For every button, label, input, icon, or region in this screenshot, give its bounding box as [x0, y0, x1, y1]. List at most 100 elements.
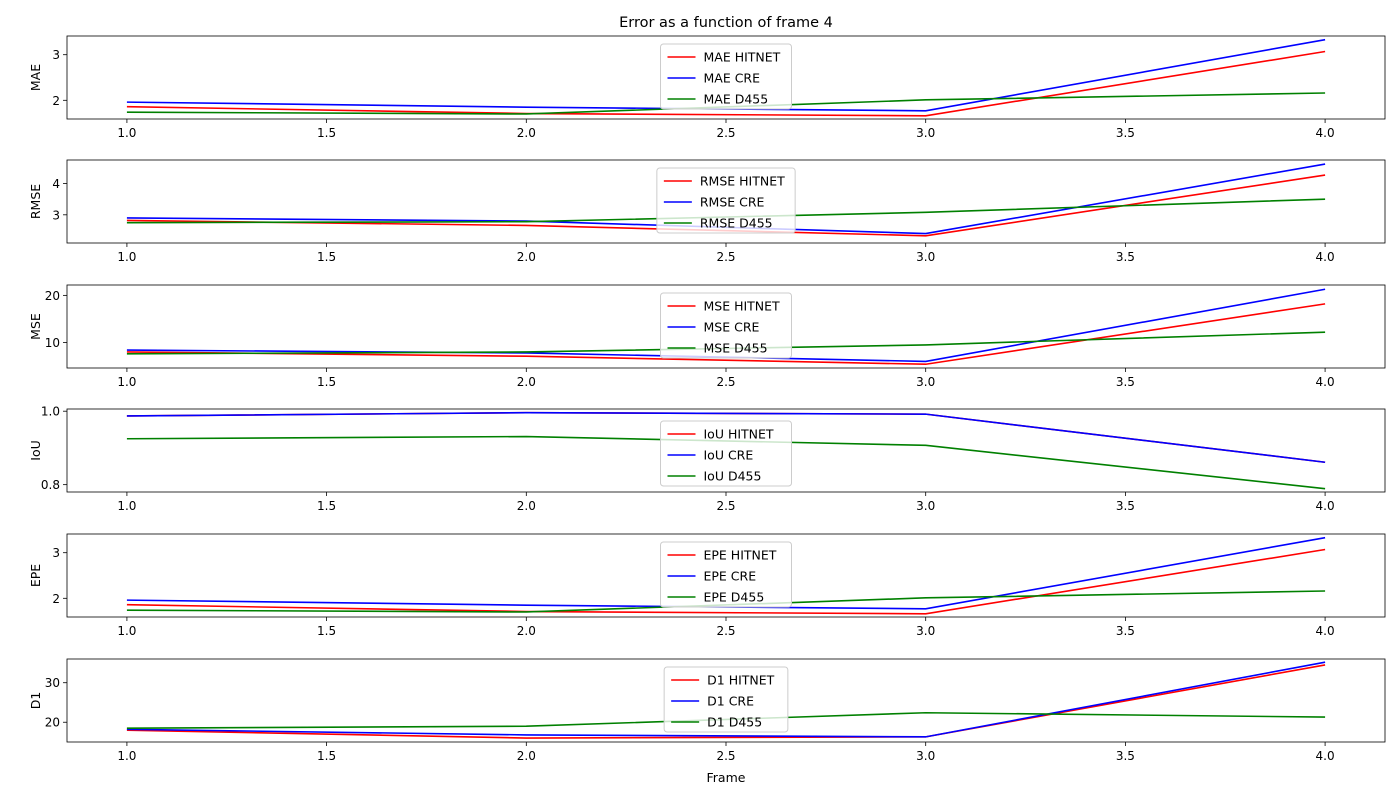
x-tick-label: 3.5: [1116, 375, 1135, 389]
series-line-iou-cre: [126, 411, 1326, 464]
x-tick-label: 2.0: [517, 749, 536, 763]
x-tick-label: 1.0: [117, 624, 136, 638]
legend-label: RMSE D455: [700, 216, 773, 231]
x-tick-label: 1.5: [317, 624, 336, 638]
y-axis-label: IoU: [28, 440, 43, 460]
x-tick-label: 1.0: [117, 375, 136, 389]
x-tick-label: 3.5: [1116, 499, 1135, 513]
x-tick-label: 3.5: [1116, 624, 1135, 638]
legend-label: D1 D455: [707, 715, 762, 730]
x-tick-label: 3.0: [916, 375, 935, 389]
legend-box: [660, 541, 792, 608]
legend-box: [660, 43, 792, 110]
x-tick-label: 2.5: [716, 375, 735, 389]
x-tick-label: 1.0: [117, 499, 136, 513]
legend-label: MAE CRE: [704, 71, 761, 86]
legend-label: MAE HITNET: [704, 50, 781, 65]
axes-frame: [66, 284, 1386, 369]
legend-label: RMSE HITNET: [700, 174, 785, 189]
legend-label: MSE HITNET: [704, 299, 781, 314]
legend-box: [660, 420, 792, 487]
x-tick-label: 1.0: [117, 126, 136, 140]
x-tick-label: 3.0: [916, 126, 935, 140]
legend-label: MSE CRE: [704, 320, 760, 335]
series-line-d1-hitnet: [126, 664, 1326, 739]
axes-frame: [66, 408, 1386, 493]
y-axis-label: D1: [28, 692, 43, 710]
y-tick-label: 20: [45, 289, 60, 303]
legend: IoU HITNET IoU CRE IoU D455: [660, 420, 792, 487]
y-tick-label: 20: [45, 716, 60, 730]
legend-label: IoU HITNET: [704, 427, 774, 442]
x-tick-label: 3.5: [1116, 126, 1135, 140]
x-tick-label: 2.0: [517, 499, 536, 513]
legend-label: D1 HITNET: [707, 673, 775, 688]
legend-label: MSE D455: [704, 341, 768, 356]
y-tick-label: 3: [52, 546, 60, 560]
y-axis-label: RMSE: [28, 184, 43, 219]
x-tick-label: 2.5: [716, 250, 735, 264]
x-tick-label: 1.5: [317, 250, 336, 264]
x-tick-label: 4.0: [1316, 126, 1335, 140]
legend-label: IoU CRE: [704, 448, 754, 463]
series-line-mse-hitnet: [126, 303, 1326, 366]
x-tick-label: 4.0: [1316, 375, 1335, 389]
x-tick-label: 3.0: [916, 749, 935, 763]
y-tick-label: 3: [52, 208, 60, 222]
subplots: 1.0 1.5 2.0 2.5 3.0 3.5 4.0 2 3 MAE MAE HITNET MAE …: [28, 35, 1386, 763]
y-axis-label: MAE: [28, 64, 43, 91]
x-tick-label: 4.0: [1316, 499, 1335, 513]
x-tick-label: 1.5: [317, 126, 336, 140]
x-tick-label: 1.0: [117, 250, 136, 264]
x-tick-label: 2.5: [716, 749, 735, 763]
legend-label: D1 CRE: [707, 694, 754, 709]
x-tick-label: 2.5: [716, 499, 735, 513]
legend: RMSE HITNET RMSE CRE RMSE D455: [656, 167, 796, 234]
subplot-iou: 1.0 1.5 2.0 2.5 3.0 3.5 4.0 0.8 1.0 IoU IoU HITNET…: [28, 405, 1386, 513]
x-tick-label: 4.0: [1316, 624, 1335, 638]
series-line-d1-cre: [126, 661, 1326, 738]
y-tick-label: 0.8: [41, 478, 60, 492]
y-axis-label: MSE: [28, 313, 43, 340]
legend-box: [663, 666, 789, 733]
x-tick-label: 2.0: [517, 375, 536, 389]
legend: MSE HITNET MSE CRE MSE D455: [660, 292, 792, 359]
axes-frame: [66, 159, 1386, 244]
series-line-mae-hitnet: [126, 50, 1326, 117]
axes-frame: [66, 533, 1386, 618]
legend-box: [656, 167, 796, 234]
x-tick-label: 2.5: [716, 624, 735, 638]
x-tick-label: 2.0: [517, 250, 536, 264]
y-tick-label: 4: [52, 177, 60, 191]
x-tick-label: 2.0: [517, 624, 536, 638]
y-tick-label: 2: [52, 94, 60, 108]
axes-frame: [66, 35, 1386, 120]
y-tick-label: 1.0: [41, 405, 60, 419]
series-line-epe-hitnet: [126, 548, 1326, 615]
y-tick-label: 2: [52, 592, 60, 606]
y-tick-label: 30: [45, 676, 60, 690]
legend: D1 HITNET D1 CRE D1 D455: [663, 666, 789, 733]
figure-xlabel: Frame: [707, 770, 746, 785]
legend-box: [660, 292, 792, 359]
legend-label: EPE HITNET: [704, 548, 777, 563]
legend: MAE HITNET MAE CRE MAE D455: [660, 43, 792, 110]
x-tick-label: 1.5: [317, 499, 336, 513]
y-tick-label: 3: [52, 48, 60, 62]
x-tick-label: 1.5: [317, 375, 336, 389]
legend-label: EPE CRE: [704, 569, 757, 584]
legend-label: RMSE CRE: [700, 195, 765, 210]
legend: EPE HITNET EPE CRE EPE D455: [660, 541, 792, 608]
x-tick-label: 1.5: [317, 749, 336, 763]
figure-title: Error as a function of frame 4: [619, 15, 833, 31]
legend-label: IoU D455: [704, 469, 762, 484]
x-tick-label: 3.5: [1116, 749, 1135, 763]
x-tick-label: 3.0: [916, 624, 935, 638]
legend-label: EPE D455: [704, 590, 765, 605]
x-tick-label: 3.5: [1116, 250, 1135, 264]
